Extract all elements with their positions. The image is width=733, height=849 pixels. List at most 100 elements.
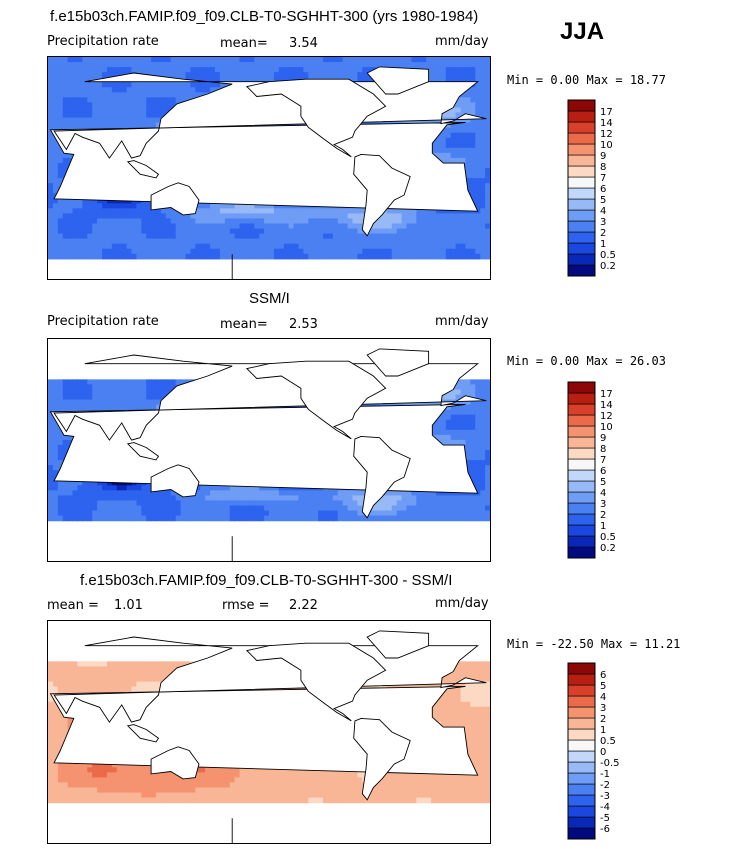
map-cell: [445, 414, 452, 421]
map-cell: [156, 62, 162, 68]
map-cell: [249, 203, 255, 209]
map-cell: [52, 379, 59, 386]
map-cell: [426, 218, 432, 225]
map-cell: [77, 122, 83, 129]
map-cell: [57, 107, 64, 114]
map-cell: [126, 208, 133, 215]
map-cell: [249, 208, 255, 215]
map-cell: [121, 203, 128, 209]
map-cell: [170, 102, 177, 109]
colorbar-bin: [567, 121, 596, 134]
map-cell: [77, 243, 83, 250]
map-cell: [97, 203, 103, 209]
map-cell: [288, 253, 295, 260]
map-cell: [121, 97, 128, 104]
map-cell: [273, 223, 280, 230]
map-cell: [175, 72, 182, 78]
map-cell: [151, 213, 157, 220]
map-cell: [116, 394, 123, 401]
map-cell: [77, 248, 83, 255]
map-cell: [106, 248, 113, 255]
map-cell: [357, 228, 363, 235]
map-cell: [475, 419, 481, 426]
map-cell: [480, 203, 486, 209]
panel2-title: SSM/I: [249, 290, 290, 307]
map-cell: [480, 384, 486, 391]
map-cell: [269, 67, 275, 73]
map-cell: [239, 203, 246, 209]
map-cell: [367, 243, 373, 250]
map-cell: [62, 97, 69, 104]
map-cell: [72, 218, 79, 225]
map-cell: [146, 62, 152, 68]
map-cell: [431, 233, 437, 240]
map-cell: [62, 122, 69, 129]
map-cell: [141, 97, 147, 104]
map-cell: [190, 87, 196, 93]
map-cell: [460, 127, 467, 134]
map-cell: [332, 62, 339, 68]
map-cell: [131, 67, 137, 73]
map-cell: [219, 208, 226, 215]
map-cell: [254, 218, 260, 225]
map-cell: [396, 62, 403, 68]
map-cell: [362, 57, 368, 63]
map-cell: [480, 67, 486, 73]
map-cell: [455, 419, 462, 426]
map-cell: [396, 238, 403, 245]
map-cell: [475, 67, 481, 73]
map-cell: [224, 72, 231, 78]
map-cell: [116, 218, 123, 225]
map-cell: [214, 253, 221, 260]
colorbar-bin: [567, 132, 596, 145]
map-cell: [52, 112, 59, 119]
map-cell: [111, 208, 118, 215]
map-cell: [106, 117, 113, 124]
map-cell: [57, 152, 64, 159]
map-cell: [332, 72, 339, 78]
map-cell: [357, 233, 363, 240]
map-cell: [308, 243, 314, 250]
map-cell: [323, 238, 329, 245]
map-cell: [219, 203, 226, 209]
map-cell: [470, 444, 476, 451]
map-cell: [116, 404, 123, 411]
map-cell: [156, 228, 162, 235]
map-cell: [136, 112, 142, 119]
map-cell: [102, 198, 108, 204]
map-cell: [273, 253, 280, 260]
map-cell: [102, 248, 108, 255]
map-cell: [57, 434, 64, 441]
map-cell: [57, 77, 64, 83]
map-cell: [146, 107, 152, 114]
map-cell: [445, 424, 452, 431]
map-cell: [450, 439, 457, 446]
map-cell: [111, 57, 118, 63]
map-cell: [131, 203, 137, 209]
map-cell: [156, 72, 162, 78]
map-cell: [293, 72, 300, 78]
map-cell: [475, 434, 481, 441]
map-cell: [121, 102, 128, 109]
map-cell: [480, 444, 486, 451]
map-cell: [273, 238, 280, 245]
map-cell: [141, 389, 147, 396]
map-cell: [298, 233, 304, 240]
map-cell: [141, 379, 147, 386]
colorbar-tick-label: 9: [600, 151, 606, 162]
map-cell: [470, 117, 476, 124]
map-cell: [200, 203, 206, 209]
map-cell: [460, 379, 467, 386]
map-cell: [131, 399, 137, 406]
map-cell: [102, 399, 108, 406]
map-cell: [323, 228, 329, 235]
map-cell: [391, 62, 398, 68]
map-cell: [386, 223, 393, 230]
map-cell: [455, 142, 462, 149]
map-cell: [465, 450, 471, 456]
map-cell: [293, 248, 300, 255]
map-cell: [214, 238, 221, 245]
map-cell: [170, 253, 177, 260]
map-cell: [102, 67, 108, 73]
continent-outline: [353, 153, 411, 237]
